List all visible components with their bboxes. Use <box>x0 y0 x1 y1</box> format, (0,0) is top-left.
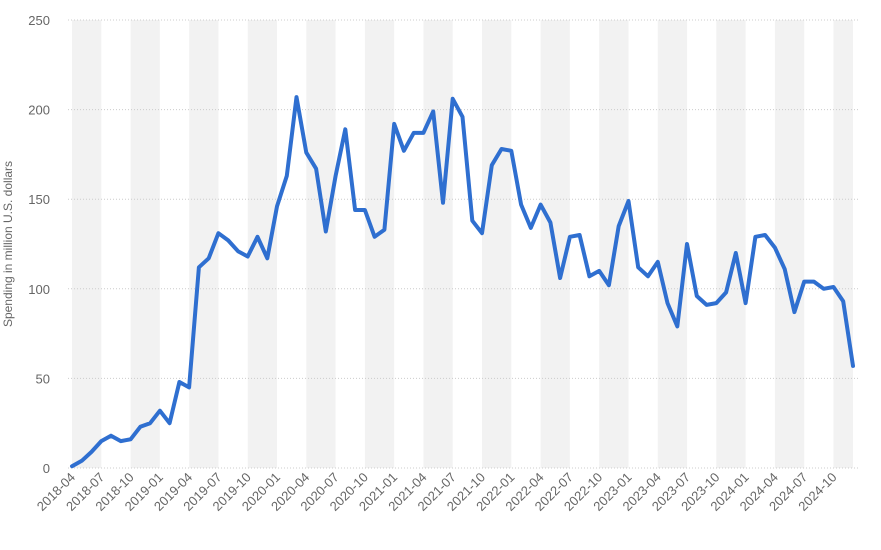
background-band <box>716 20 746 468</box>
y-axis-label: Spending in million U.S. dollars <box>1 161 15 327</box>
y-axis-ticks: 0 50 100 150 200 250 <box>28 13 50 476</box>
y-tick-label: 100 <box>28 282 50 297</box>
y-tick-label: 0 <box>43 461 50 476</box>
series-layer <box>70 95 855 469</box>
background-bands <box>72 20 853 468</box>
series-line <box>70 95 855 469</box>
background-band <box>306 20 336 468</box>
y-tick-label: 50 <box>36 371 50 386</box>
background-band <box>774 20 805 468</box>
background-band <box>130 20 160 468</box>
background-band <box>72 20 102 468</box>
background-band <box>657 20 688 468</box>
background-band <box>423 20 453 468</box>
background-band <box>482 20 512 468</box>
x-axis-ticks: 2018-042018-072018-102019-012019-042019-… <box>34 470 840 514</box>
y-tick-label: 200 <box>28 103 50 118</box>
y-tick-label: 250 <box>28 13 50 28</box>
background-band <box>364 20 395 468</box>
background-band <box>833 20 853 468</box>
y-tick-label: 150 <box>28 192 50 207</box>
